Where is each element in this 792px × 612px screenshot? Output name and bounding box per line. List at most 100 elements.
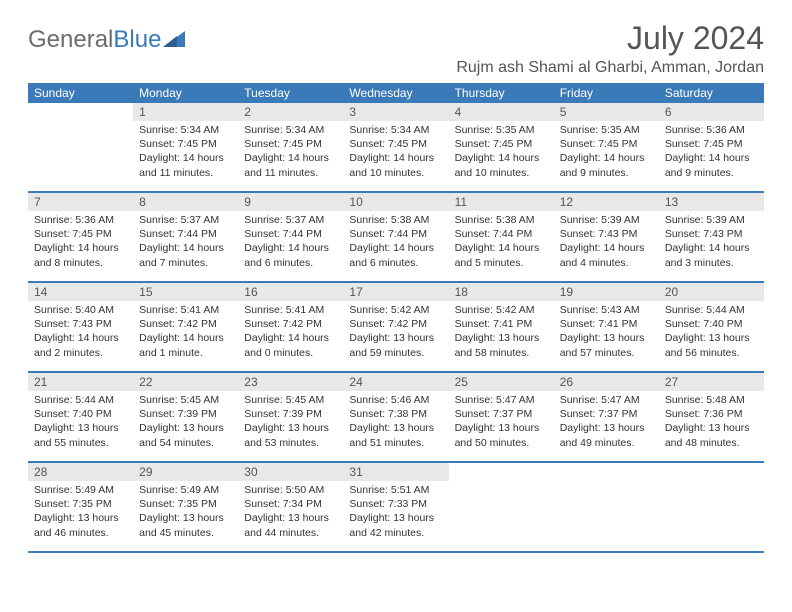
- day-number: 19: [554, 283, 659, 301]
- calendar-cell: 28Sunrise: 5:49 AMSunset: 7:35 PMDayligh…: [28, 462, 133, 552]
- calendar-cell: 6Sunrise: 5:36 AMSunset: 7:45 PMDaylight…: [659, 103, 764, 192]
- month-title: July 2024: [456, 20, 764, 57]
- day-info: Sunrise: 5:36 AMSunset: 7:45 PMDaylight:…: [28, 211, 133, 274]
- day-number: 23: [238, 373, 343, 391]
- day-number: 3: [343, 103, 448, 121]
- calendar-table: Sunday Monday Tuesday Wednesday Thursday…: [28, 83, 764, 553]
- day-info: Sunrise: 5:34 AMSunset: 7:45 PMDaylight:…: [238, 121, 343, 184]
- day-info: Sunrise: 5:50 AMSunset: 7:34 PMDaylight:…: [238, 481, 343, 544]
- calendar-row: 28Sunrise: 5:49 AMSunset: 7:35 PMDayligh…: [28, 462, 764, 552]
- calendar-cell: 16Sunrise: 5:41 AMSunset: 7:42 PMDayligh…: [238, 282, 343, 372]
- calendar-cell: 31Sunrise: 5:51 AMSunset: 7:33 PMDayligh…: [343, 462, 448, 552]
- calendar-cell: 18Sunrise: 5:42 AMSunset: 7:41 PMDayligh…: [449, 282, 554, 372]
- calendar-cell: .: [659, 462, 764, 552]
- day-number: 30: [238, 463, 343, 481]
- logo-blue: Blue: [113, 26, 161, 54]
- day-info: Sunrise: 5:37 AMSunset: 7:44 PMDaylight:…: [133, 211, 238, 274]
- calendar-cell: 24Sunrise: 5:46 AMSunset: 7:38 PMDayligh…: [343, 372, 448, 462]
- day-info: Sunrise: 5:37 AMSunset: 7:44 PMDaylight:…: [238, 211, 343, 274]
- calendar-cell: 1Sunrise: 5:34 AMSunset: 7:45 PMDaylight…: [133, 103, 238, 192]
- day-number: 4: [449, 103, 554, 121]
- day-info: Sunrise: 5:47 AMSunset: 7:37 PMDaylight:…: [554, 391, 659, 454]
- day-info: Sunrise: 5:39 AMSunset: 7:43 PMDaylight:…: [659, 211, 764, 274]
- day-number: 21: [28, 373, 133, 391]
- day-info: Sunrise: 5:39 AMSunset: 7:43 PMDaylight:…: [554, 211, 659, 274]
- day-number: 1: [133, 103, 238, 121]
- day-info: Sunrise: 5:49 AMSunset: 7:35 PMDaylight:…: [28, 481, 133, 544]
- day-info: Sunrise: 5:48 AMSunset: 7:36 PMDaylight:…: [659, 391, 764, 454]
- calendar-cell: 19Sunrise: 5:43 AMSunset: 7:41 PMDayligh…: [554, 282, 659, 372]
- day-number: 28: [28, 463, 133, 481]
- calendar-cell: 23Sunrise: 5:45 AMSunset: 7:39 PMDayligh…: [238, 372, 343, 462]
- day-number: 25: [449, 373, 554, 391]
- header: GeneralBlue July 2024 Rujm ash Shami al …: [28, 20, 764, 77]
- calendar-cell: 30Sunrise: 5:50 AMSunset: 7:34 PMDayligh…: [238, 462, 343, 552]
- day-info: Sunrise: 5:46 AMSunset: 7:38 PMDaylight:…: [343, 391, 448, 454]
- weekday-header: Monday: [133, 83, 238, 103]
- calendar-cell: 5Sunrise: 5:35 AMSunset: 7:45 PMDaylight…: [554, 103, 659, 192]
- day-info: Sunrise: 5:42 AMSunset: 7:41 PMDaylight:…: [449, 301, 554, 364]
- calendar-cell: 4Sunrise: 5:35 AMSunset: 7:45 PMDaylight…: [449, 103, 554, 192]
- day-number: 12: [554, 193, 659, 211]
- day-number: 6: [659, 103, 764, 121]
- calendar-cell: 12Sunrise: 5:39 AMSunset: 7:43 PMDayligh…: [554, 192, 659, 282]
- day-info: Sunrise: 5:34 AMSunset: 7:45 PMDaylight:…: [343, 121, 448, 184]
- day-number: 22: [133, 373, 238, 391]
- day-info: Sunrise: 5:38 AMSunset: 7:44 PMDaylight:…: [449, 211, 554, 274]
- day-info: Sunrise: 5:51 AMSunset: 7:33 PMDaylight:…: [343, 481, 448, 544]
- day-number: 31: [343, 463, 448, 481]
- day-info: Sunrise: 5:45 AMSunset: 7:39 PMDaylight:…: [238, 391, 343, 454]
- calendar-row: .1Sunrise: 5:34 AMSunset: 7:45 PMDayligh…: [28, 103, 764, 192]
- logo-triangle-icon: [163, 29, 185, 52]
- calendar-row: 7Sunrise: 5:36 AMSunset: 7:45 PMDaylight…: [28, 192, 764, 282]
- day-number: 16: [238, 283, 343, 301]
- calendar-cell: 25Sunrise: 5:47 AMSunset: 7:37 PMDayligh…: [449, 372, 554, 462]
- calendar-cell: 21Sunrise: 5:44 AMSunset: 7:40 PMDayligh…: [28, 372, 133, 462]
- day-info: Sunrise: 5:45 AMSunset: 7:39 PMDaylight:…: [133, 391, 238, 454]
- day-number: 17: [343, 283, 448, 301]
- calendar-cell: .: [449, 462, 554, 552]
- calendar-cell: 9Sunrise: 5:37 AMSunset: 7:44 PMDaylight…: [238, 192, 343, 282]
- day-number: 14: [28, 283, 133, 301]
- day-info: Sunrise: 5:38 AMSunset: 7:44 PMDaylight:…: [343, 211, 448, 274]
- day-number: 9: [238, 193, 343, 211]
- day-number: 18: [449, 283, 554, 301]
- calendar-cell: 10Sunrise: 5:38 AMSunset: 7:44 PMDayligh…: [343, 192, 448, 282]
- weekday-header: Saturday: [659, 83, 764, 103]
- calendar-row: 14Sunrise: 5:40 AMSunset: 7:43 PMDayligh…: [28, 282, 764, 372]
- day-info: Sunrise: 5:44 AMSunset: 7:40 PMDaylight:…: [28, 391, 133, 454]
- calendar-cell: 3Sunrise: 5:34 AMSunset: 7:45 PMDaylight…: [343, 103, 448, 192]
- logo: GeneralBlue: [28, 20, 185, 54]
- weekday-header-row: Sunday Monday Tuesday Wednesday Thursday…: [28, 83, 764, 103]
- day-number: 26: [554, 373, 659, 391]
- weekday-header: Friday: [554, 83, 659, 103]
- day-info: Sunrise: 5:35 AMSunset: 7:45 PMDaylight:…: [449, 121, 554, 184]
- calendar-cell: 27Sunrise: 5:48 AMSunset: 7:36 PMDayligh…: [659, 372, 764, 462]
- day-number: 2: [238, 103, 343, 121]
- weekday-header: Sunday: [28, 83, 133, 103]
- calendar-cell: 2Sunrise: 5:34 AMSunset: 7:45 PMDaylight…: [238, 103, 343, 192]
- day-info: Sunrise: 5:41 AMSunset: 7:42 PMDaylight:…: [133, 301, 238, 364]
- calendar-cell: 17Sunrise: 5:42 AMSunset: 7:42 PMDayligh…: [343, 282, 448, 372]
- day-info: Sunrise: 5:43 AMSunset: 7:41 PMDaylight:…: [554, 301, 659, 364]
- calendar-body: .1Sunrise: 5:34 AMSunset: 7:45 PMDayligh…: [28, 103, 764, 552]
- day-number: 11: [449, 193, 554, 211]
- day-info: Sunrise: 5:36 AMSunset: 7:45 PMDaylight:…: [659, 121, 764, 184]
- calendar-row: 21Sunrise: 5:44 AMSunset: 7:40 PMDayligh…: [28, 372, 764, 462]
- day-number: 20: [659, 283, 764, 301]
- calendar-cell: 15Sunrise: 5:41 AMSunset: 7:42 PMDayligh…: [133, 282, 238, 372]
- calendar-cell: .: [554, 462, 659, 552]
- logo-grey: General: [28, 26, 113, 54]
- day-info: Sunrise: 5:34 AMSunset: 7:45 PMDaylight:…: [133, 121, 238, 184]
- day-info: Sunrise: 5:47 AMSunset: 7:37 PMDaylight:…: [449, 391, 554, 454]
- calendar-cell: 14Sunrise: 5:40 AMSunset: 7:43 PMDayligh…: [28, 282, 133, 372]
- day-info: Sunrise: 5:35 AMSunset: 7:45 PMDaylight:…: [554, 121, 659, 184]
- day-number: 29: [133, 463, 238, 481]
- day-info: Sunrise: 5:41 AMSunset: 7:42 PMDaylight:…: [238, 301, 343, 364]
- day-number: 5: [554, 103, 659, 121]
- day-info: Sunrise: 5:40 AMSunset: 7:43 PMDaylight:…: [28, 301, 133, 364]
- calendar-cell: 26Sunrise: 5:47 AMSunset: 7:37 PMDayligh…: [554, 372, 659, 462]
- calendar-cell: 20Sunrise: 5:44 AMSunset: 7:40 PMDayligh…: [659, 282, 764, 372]
- day-number: 8: [133, 193, 238, 211]
- day-number: 24: [343, 373, 448, 391]
